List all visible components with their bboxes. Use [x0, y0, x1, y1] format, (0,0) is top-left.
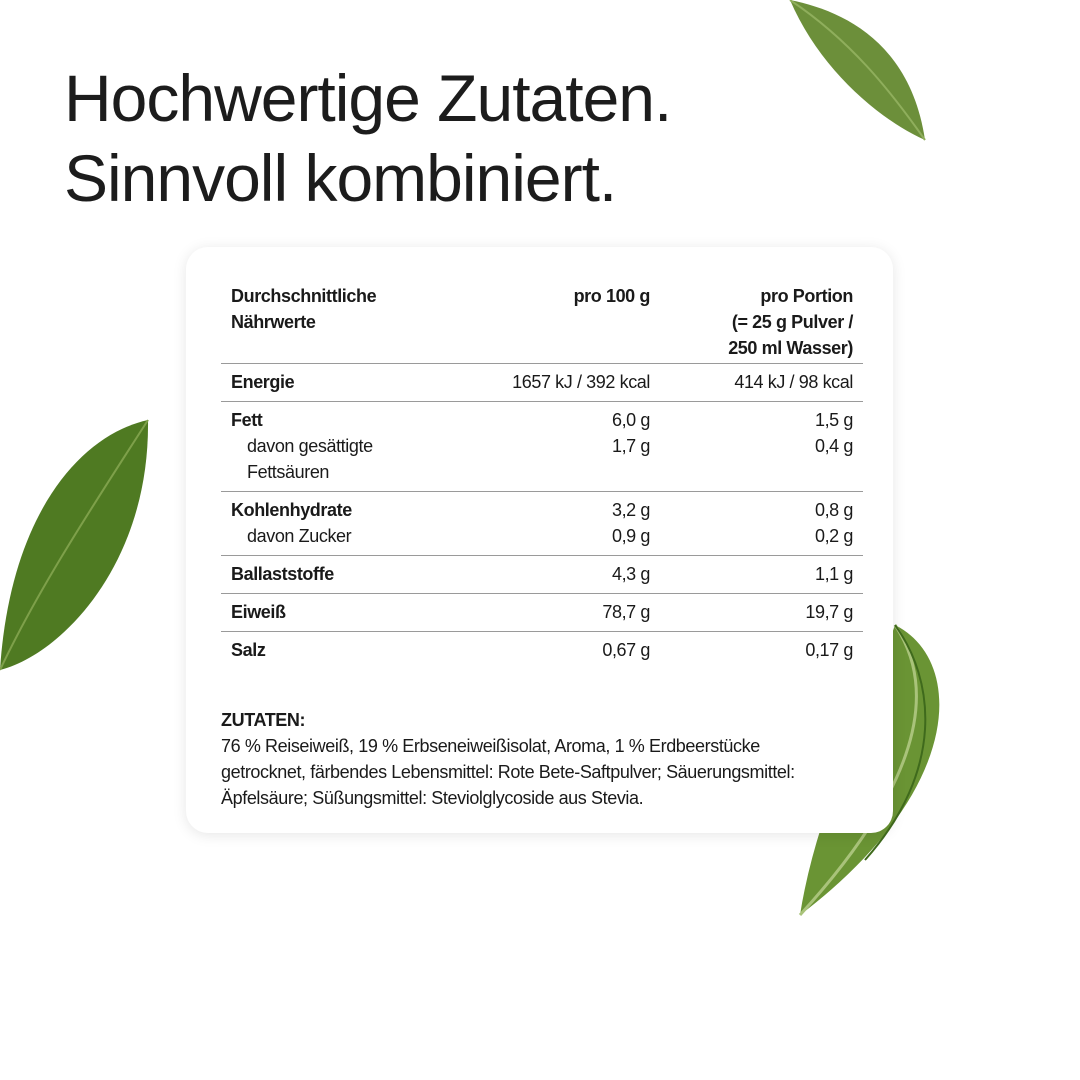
value: 0,8 g — [814, 500, 853, 520]
header-label: Durchschnittliche Nährwerte — [221, 281, 441, 364]
row-label-main: Kohlenhydrate — [231, 500, 352, 520]
headline-line-1: Hochwertige Zutaten. — [64, 61, 672, 135]
row-portion: 0,17 g — [805, 640, 853, 660]
headline-line-2: Sinnvoll kombiniert. — [64, 141, 617, 215]
value: 3,2 g — [611, 500, 650, 520]
row-label: Ballaststoffe — [221, 555, 441, 594]
row-label-main: Fett — [231, 410, 263, 430]
table-row: Eiweiß 78,7 g 19,7 g — [221, 593, 863, 632]
leaf-top-right-image — [789, 0, 926, 141]
table-row: Energie 1657 kJ / 392 kcal 414 kJ / 98 k… — [221, 363, 863, 402]
table-header: Durchschnittliche Nährwerte pro 100 g pr… — [221, 281, 863, 364]
table-row: Fett davon gesättigte Fettsäuren 6,0 g 1,… — [221, 401, 863, 492]
table-row: Kohlenhydrate davon Zucker 3,2 g 0,9 g 0,… — [221, 491, 863, 556]
header-per100: pro 100 g — [441, 281, 660, 364]
row-label: Fett davon gesättigte Fettsäuren — [221, 401, 441, 492]
row-sub-label: davon gesättigte Fettsäuren — [247, 436, 373, 482]
header-portion: pro Portion (= 25 g Pulver / 250 ml Wass… — [660, 281, 863, 364]
row-per100: 3,2 g 0,9 g — [441, 491, 660, 556]
row-portion: 0,8 g 0,2 g — [660, 491, 863, 556]
ingredients-text: 76 % Reiseiweiß, 19 % Erbseneiweißisolat… — [221, 736, 795, 808]
row-portion: 1,1 g — [660, 555, 863, 594]
sub-value: 1,7 g — [611, 436, 650, 456]
row-portion: 19,7 g — [660, 593, 863, 632]
sub-value: 0,4 g — [814, 436, 853, 456]
row-per100: 4,3 g — [441, 555, 660, 594]
sub-value: 0,9 g — [611, 526, 650, 546]
row-per100: 6,0 g 1,7 g — [441, 401, 660, 492]
table-row: Ballaststoffe 4,3 g 1,1 g — [221, 555, 863, 594]
value: 1,5 g — [814, 410, 853, 430]
headline: Hochwertige Zutaten. Sinnvoll kombiniert… — [64, 58, 672, 218]
row-sub-label: davon Zucker — [247, 526, 352, 546]
row-per100: 1657 kJ / 392 kcal — [441, 363, 660, 402]
nutrition-table: Durchschnittliche Nährwerte pro 100 g pr… — [221, 281, 863, 669]
row-per100: 0,67 g — [602, 640, 650, 660]
row-label: Salz — [231, 640, 266, 660]
value: 6,0 g — [611, 410, 650, 430]
header-portion-line: (= 25 g Pulver / — [731, 312, 854, 332]
ingredients: ZUTATEN: 76 % Reiseiweiß, 19 % Erbseneiw… — [221, 707, 841, 811]
row-label: Energie — [221, 363, 441, 402]
table-row: Salz 0,67 g 0,17 g — [221, 632, 863, 670]
header-portion-line: pro Portion — [760, 286, 853, 306]
row-portion: 414 kJ / 98 kcal — [660, 363, 863, 402]
row-label: Eiweiß — [221, 593, 441, 632]
row-label: Kohlenhydrate davon Zucker — [221, 491, 441, 556]
ingredients-heading: ZUTATEN: — [221, 710, 306, 730]
row-portion: 1,5 g 0,4 g — [660, 401, 863, 492]
header-portion-line: 250 ml Wasser) — [728, 338, 853, 358]
nutrition-card: Durchschnittliche Nährwerte pro 100 g pr… — [186, 247, 893, 833]
sub-value: 0,2 g — [814, 526, 853, 546]
leaf-left-image — [0, 419, 149, 671]
row-per100: 78,7 g — [441, 593, 660, 632]
